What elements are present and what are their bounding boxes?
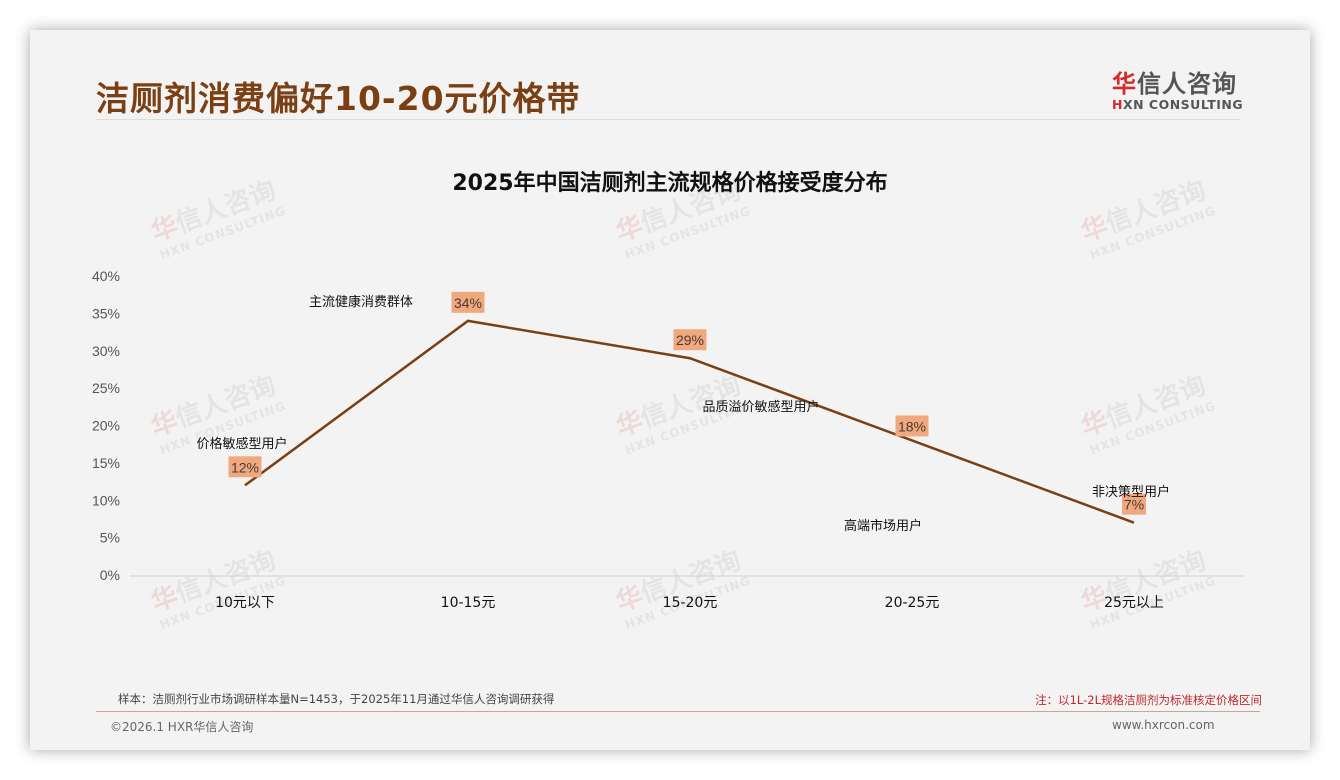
- price-note: 注：以1L-2L规格洁厕剂为标准核定价格区间: [1035, 693, 1262, 707]
- y-tick-label: 0%: [100, 567, 120, 583]
- segment-annotation: 价格敏感型用户: [196, 436, 287, 452]
- logo-en: HXN CONSULTING: [1112, 97, 1244, 112]
- value-label: 34%: [454, 295, 482, 311]
- x-tick-label: 15-20元: [663, 595, 718, 611]
- title-divider: [96, 119, 1240, 120]
- slide: 华信人咨询 HXN CONSULTING 华信人咨询 HXN CONSULTING …: [30, 30, 1310, 750]
- segment-annotation: 非决策型用户: [1092, 484, 1170, 500]
- value-label-bg: [1122, 493, 1146, 515]
- value-label-bg: [228, 456, 262, 478]
- segment-annotation: 主流健康消费群体: [309, 294, 413, 310]
- footer-divider: [96, 711, 1260, 712]
- copyright: ©2026.1 HXR华信人咨询: [110, 720, 254, 734]
- x-tick-label: 10-15元: [441, 595, 496, 611]
- y-tick-label: 15%: [92, 455, 120, 471]
- value-label-bg: [451, 291, 485, 313]
- value-label: 29%: [676, 332, 704, 348]
- value-label-bg: [673, 329, 707, 351]
- logo-cn: 华信人咨询: [1112, 70, 1237, 98]
- y-tick-label: 40%: [92, 268, 120, 284]
- value-label: 18%: [898, 418, 926, 434]
- y-tick-label: 10%: [92, 492, 120, 508]
- x-tick-label: 25元以上: [1104, 595, 1164, 611]
- chart-title: 2025年中国洁厕剂主流规格价格接受度分布: [452, 171, 888, 196]
- y-tick-label: 5%: [100, 530, 120, 546]
- x-tick-label: 10元以下: [215, 595, 275, 611]
- data-line: [244, 319, 1135, 524]
- website-link[interactable]: www.hxrcon.com: [1112, 718, 1215, 732]
- line-chart: 0% 5% 10% 15% 20% 25% 30% 35% 40% 10元以下 10-15元 15-2…: [92, 268, 1245, 611]
- sample-note: 样本：洁厕剂行业市场调研样本量N=1453，于2025年11月通过华信人咨询调研…: [118, 692, 555, 706]
- y-tick-label: 25%: [92, 380, 120, 396]
- value-label-bg: [895, 415, 929, 437]
- y-tick-label: 20%: [92, 418, 120, 434]
- segment-annotation: 品质溢价敏感型用户: [702, 399, 819, 415]
- segment-annotation: 高端市场用户: [844, 518, 922, 534]
- value-label: 12%: [231, 459, 259, 475]
- company-logo: 华信人咨询 HXN CONSULTING: [1112, 64, 1252, 112]
- value-label: 7%: [1124, 497, 1144, 513]
- y-tick-label: 35%: [92, 305, 120, 321]
- x-tick-label: 20-25元: [885, 595, 940, 611]
- y-tick-label: 30%: [92, 343, 120, 359]
- page-title: 洁厕剂消费偏好10-20元价格带: [96, 79, 581, 118]
